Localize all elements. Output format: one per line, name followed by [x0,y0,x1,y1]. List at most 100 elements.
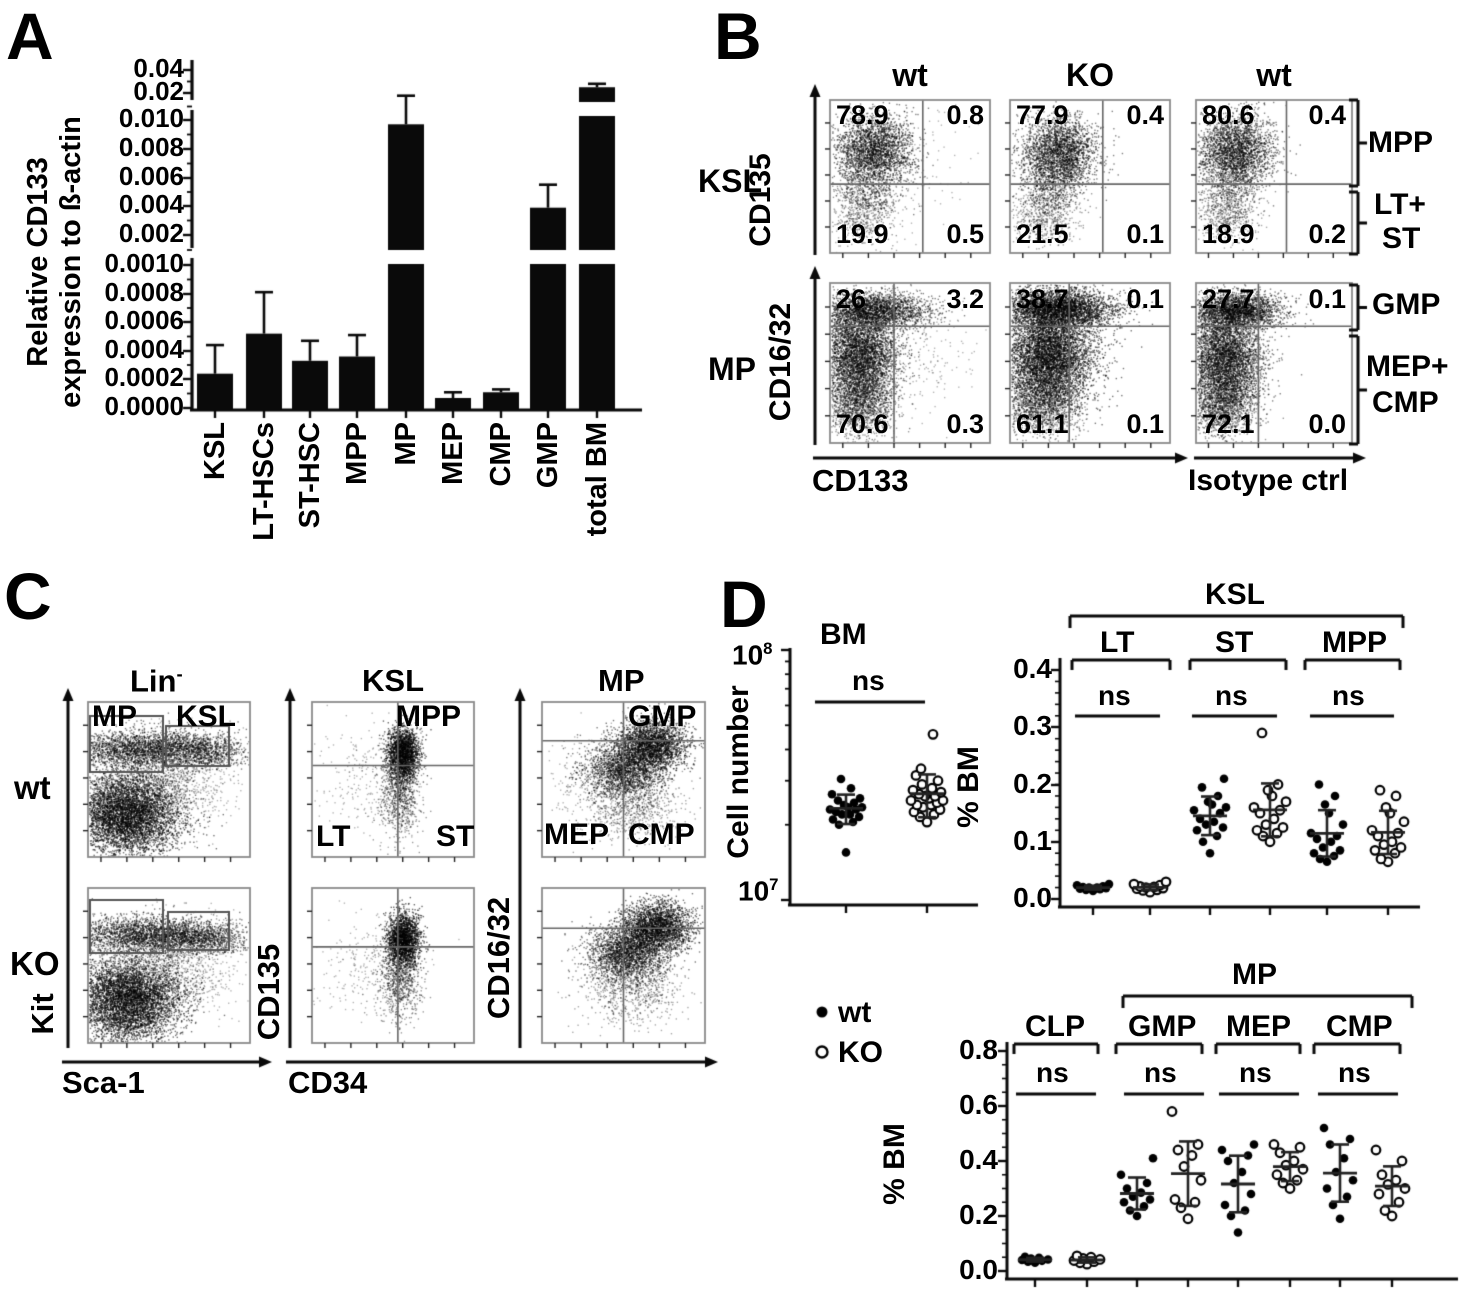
d-ksl-sig: ns [1215,680,1248,711]
b-gate-label-mep: MEP+ [1366,350,1449,383]
b-quadrant-value: 0.4 [1308,100,1346,130]
d-ksl-ytick: 0.2 [1013,768,1052,799]
d-mp-ytick: 0.4 [959,1144,998,1175]
a-y-axis-label-line1: Relative CD133 [22,157,54,367]
b-gate-label-cmp: CMP [1372,386,1439,419]
b-quadrant-value: 0.8 [946,100,984,130]
c-lin-base: Lin [130,663,177,699]
b-col-header-ko: KO [1066,57,1114,93]
b-quadrant-value: 0.4 [1126,100,1164,130]
b-gate-label-lt: LT+ [1374,188,1426,221]
a-ytick: 0.008 [118,132,184,162]
d-ksl-ylabel: % BM [952,746,985,828]
b-gate-label-gmp: GMP [1372,288,1441,321]
a-ytick: 0.0004 [104,334,184,364]
b-col-header-wt1: wt [892,57,928,93]
b-xaxis-cd133: CD133 [812,463,909,498]
d-ksl-ytick: 0.0 [1013,882,1052,913]
b-quadrant-value: 27.7 [1202,284,1255,314]
d-ksl-group-st: ST [1215,626,1254,659]
c-col-header-mp: MP [598,663,645,698]
d-bm-sig: ns [852,665,885,696]
a-ytick: 0.0008 [104,277,184,307]
d-bm-ylabel: Cell number [722,685,755,859]
d-ksl-ytick: 0.3 [1013,710,1052,741]
a-ytick: 0.0010 [104,248,184,278]
c-gate-label-mep: MEP [544,818,610,851]
b-quadrant-value: 0.1 [1126,409,1164,439]
b-quadrant-value: 19.9 [836,219,889,249]
d-bm-ytick-bottom-base: 10 [738,875,770,907]
c-row-label-ko: KO [10,945,60,982]
a-ytick: 0.02 [133,76,184,106]
d-bm-ytick-top: 108 [732,639,773,671]
panel-letter-a: A [6,0,54,73]
b-gate-label-mpp: MPP [1368,126,1434,159]
c-gate-label-st: ST [436,820,475,853]
c-yaxis-cd135: CD135 [251,943,286,1041]
b-quadrant-value: 3.2 [946,284,984,314]
a-category-label: total BM [581,422,613,537]
b-quadrant-value: 0.0 [1308,409,1346,439]
d-ksl-group-lt: LT [1100,626,1135,659]
d-legend-ko: KO [838,1036,883,1069]
c-gate-label-mp: MP [92,700,137,733]
a-ytick: 0.004 [118,189,184,219]
b-quadrant-value: 26 [836,284,867,314]
d-mp-sig: ns [1239,1057,1272,1088]
c-gate-label-ksl: KSL [176,700,236,733]
c-yaxis-cd16-32: CD16/32 [481,896,516,1020]
c-gate-label-lt: LT [316,820,351,853]
a-ytick: 0.010 [118,103,184,133]
b-quadrant-value: 0.1 [1126,219,1164,249]
panel-letter-d: D [720,567,768,641]
d-mp-sig: ns [1144,1057,1177,1088]
a-y-axis-label-line2: expression to ß-actin [55,116,87,408]
b-quadrant-value: 72.1 [1202,409,1255,439]
d-mp-sig: ns [1036,1057,1069,1088]
panel-letter-b: B [714,0,762,73]
c-col-header-lin: Lin- [130,663,183,699]
a-category-label: ST-HSC [294,422,326,529]
a-ytick: 0.006 [118,161,184,191]
d-mp-ytick: 0.2 [959,1199,998,1230]
a-category-label: MP [390,422,422,466]
a-ytick: 0.04 [133,53,184,83]
a-category-label: CMP [485,422,517,487]
d-mp-bracket-title: MP [1232,958,1277,991]
d-legend-wt: wt [838,996,872,1029]
a-ytick: 0.002 [118,218,184,248]
d-ksl-ytick: 0.4 [1013,653,1052,684]
b-quadrant-value: 77.9 [1016,100,1069,130]
d-mp-group-cmp: CMP [1326,1010,1393,1043]
d-mp-sig: ns [1338,1057,1371,1088]
c-gate-label-cmp: CMP [628,818,695,851]
c-col-header-ksl: KSL [362,663,424,698]
b-quadrant-value: 38.7 [1016,284,1069,314]
d-ksl-sig: ns [1332,680,1365,711]
d-mp-group-gmp: GMP [1128,1010,1197,1043]
c-lin-sup: - [176,663,183,684]
b-yaxis-cd16-32: CD16/32 [764,302,797,422]
b-quadrant-value: 0.5 [946,219,984,249]
d-mp-group-clp: CLP [1025,1010,1085,1043]
d-mp-group-mep: MEP [1226,1010,1292,1043]
b-quadrant-value: 0.1 [1308,284,1346,314]
a-ytick: 0.0000 [104,391,184,421]
b-col-header-wt2: wt [1256,57,1292,93]
c-xaxis-sca1: Sca-1 [62,1065,145,1100]
d-mp-ytick: 0.8 [959,1034,998,1065]
b-yaxis-cd135: CD135 [744,153,777,247]
b-quadrant-value: 70.6 [836,409,889,439]
c-row-label-wt: wt [14,769,51,806]
c-gate-label-mpp: MPP [396,700,462,733]
a-category-label: MPP [341,422,373,485]
a-category-label: MEP [437,422,469,485]
d-ksl-group-mpp: MPP [1322,626,1388,659]
b-quadrant-value: 21.5 [1016,219,1069,249]
d-mp-ylabel: % BM [878,1123,911,1205]
b-quadrant-value: 0.3 [946,409,984,439]
c-gate-label-gmp: GMP [628,700,697,733]
